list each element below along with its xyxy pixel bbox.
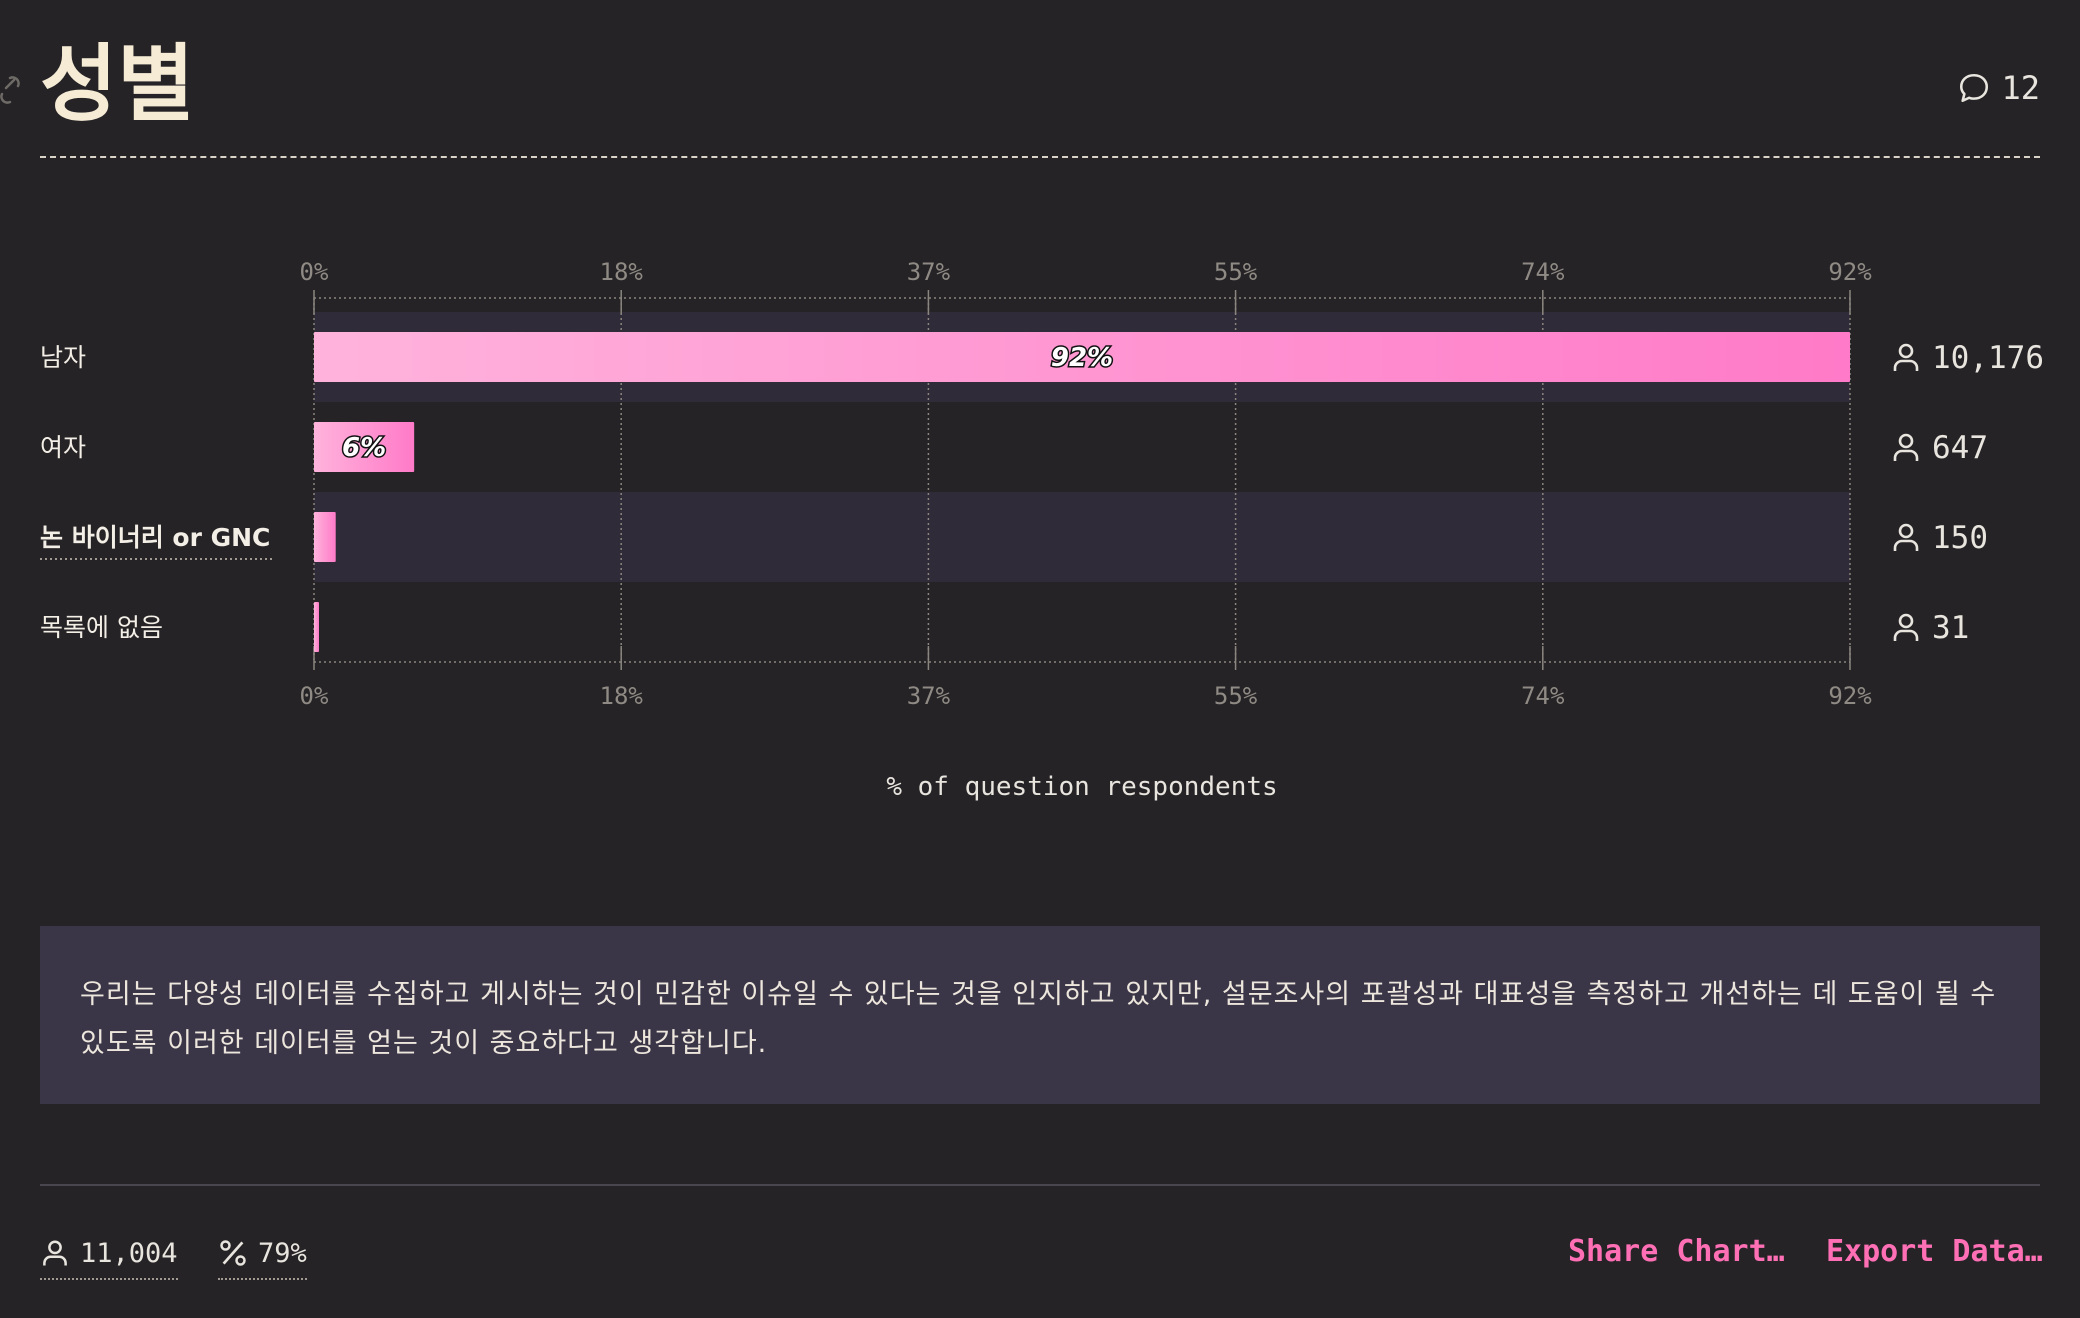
category-label: 여자 [40, 433, 86, 462]
bar [314, 602, 320, 652]
percentage-value: 79% [258, 1237, 307, 1269]
export-data-link[interactable]: Export Data… [1826, 1234, 2043, 1269]
respondent-count: 150 [1932, 520, 1988, 556]
respondent-count: 31 [1932, 610, 1969, 646]
percentage-stat[interactable]: 79% [218, 1232, 307, 1280]
share-chart-link[interactable]: Share Chart… [1568, 1234, 1785, 1269]
top-tick-label: 18% [600, 258, 644, 286]
bottom-tick-label: 74% [1521, 682, 1565, 710]
bottom-tick-label: 18% [600, 682, 644, 710]
bar [314, 512, 336, 562]
category-label: 논 바이너리 or GNC [40, 523, 270, 552]
top-tick-label: 0% [300, 258, 329, 286]
diversity-note: 우리는 다양성 데이터를 수집하고 게시하는 것이 민감한 이슈일 수 있다는 … [40, 926, 2040, 1104]
footer-divider [40, 1184, 2040, 1186]
comments-button[interactable]: 12 [1957, 66, 2040, 110]
data-label: 6% [342, 433, 386, 463]
respondents-stat[interactable]: 11,004 [40, 1232, 178, 1280]
bottom-tick-label: 0% [300, 682, 329, 710]
category-label: 남자 [40, 343, 86, 372]
person-icon [1893, 613, 1919, 641]
comment-count: 12 [2001, 69, 2040, 107]
top-tick-label: 37% [907, 258, 951, 286]
respondent-count: 10,176 [1932, 340, 2044, 376]
row-highlight [314, 492, 1850, 582]
person-icon [1893, 433, 1919, 461]
x-axis-label: % of question respondents [886, 772, 1277, 802]
top-tick-label: 74% [1521, 258, 1565, 286]
bottom-tick-label: 55% [1214, 682, 1258, 710]
bar-chart: 0% 0% 18% 18% 37% 37% 55% 55% 74% 74% 92% 92% 남자 92% 1… [40, 258, 2044, 802]
bottom-tick-label: 37% [907, 682, 951, 710]
title-divider [40, 156, 2040, 158]
person-icon [43, 1240, 67, 1266]
respondents-count: 11,004 [80, 1237, 178, 1269]
person-icon [1893, 343, 1919, 371]
page-title: 성별 [40, 35, 195, 133]
data-label: 92% [1051, 343, 1113, 373]
respondent-count: 647 [1932, 430, 1988, 466]
link-icon[interactable] [0, 76, 20, 106]
bar [314, 422, 415, 472]
bar [314, 332, 1850, 382]
bottom-tick-label: 92% [1828, 682, 1872, 710]
speech-bubble-icon [1960, 73, 1989, 103]
percent-icon [220, 1240, 246, 1266]
top-tick-label: 55% [1214, 258, 1258, 286]
person-icon [1893, 523, 1919, 551]
category-label: 목록에 없음 [40, 613, 163, 642]
top-tick-label: 92% [1828, 258, 1872, 286]
